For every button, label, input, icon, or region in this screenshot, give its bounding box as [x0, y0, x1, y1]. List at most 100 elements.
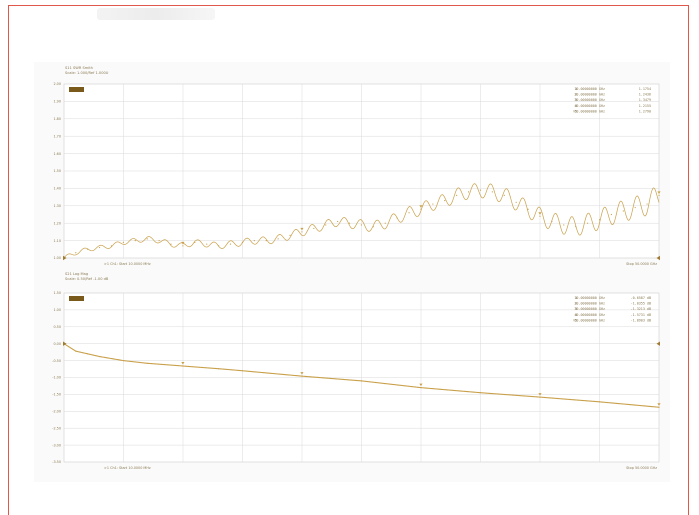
trace-scale: Scale: 1.000/Ref 1.000U: [65, 71, 109, 75]
data-point: [218, 245, 220, 247]
marker-frequency: 40.00000000 GHz: [574, 313, 605, 317]
marker-flag[interactable]: [300, 372, 304, 375]
marker-id: 4: [575, 313, 577, 317]
data-point: [348, 222, 351, 224]
data-point: [122, 241, 124, 243]
data-point: [146, 362, 148, 364]
marker-flag[interactable]: [538, 393, 542, 396]
data-point: [265, 240, 267, 242]
data-point: [337, 220, 339, 223]
marker-id: 3: [575, 307, 577, 311]
data-point: [289, 234, 291, 236]
data-point: [432, 203, 434, 205]
data-point: [98, 355, 101, 358]
start-frequency-label: >1 Ch1: Start 10.0000 MHz: [104, 466, 151, 470]
data-point: [598, 219, 601, 221]
marker-flag[interactable]: [657, 403, 661, 406]
data-point: [122, 360, 124, 362]
panel-1: 2.00 1.90 1.80 1.70 1.60 1.50 1.40 1.30 1.20 1.10…: [53, 66, 661, 266]
data-point: [158, 240, 160, 242]
data-point: [277, 238, 279, 240]
marker-value: 1.2790: [639, 109, 651, 113]
header-smudge: [97, 8, 215, 20]
data-point: [658, 406, 660, 408]
data-point: [325, 224, 327, 226]
data-point: [515, 201, 517, 203]
y-tick-label: 1.00: [53, 256, 61, 260]
marker-frequency: 20.00000000 GHz: [574, 93, 605, 97]
marker-id: 2: [575, 93, 577, 97]
y-tick-label: -1.50: [52, 393, 61, 397]
data-point: [134, 240, 136, 242]
data-point: [539, 215, 541, 217]
data-point: [658, 194, 660, 196]
y-tick-label: 1.80: [53, 117, 61, 121]
marker-frequency: 30.00000000 GHz: [574, 307, 605, 311]
y-tick-label: -2.50: [52, 426, 61, 430]
data-point: [408, 212, 410, 214]
data-point: [622, 210, 624, 212]
data-point: [503, 194, 505, 196]
data-point: [384, 222, 386, 224]
reference-arrow-left: [63, 255, 67, 261]
data-point: [467, 191, 470, 193]
marker-flag[interactable]: [181, 362, 185, 365]
reference-arrow-right: [656, 341, 660, 346]
y-tick-label: 1.90: [53, 100, 61, 104]
data-point: [479, 392, 482, 394]
active-trace-badge[interactable]: [69, 87, 84, 92]
marker-flag[interactable]: [538, 212, 542, 215]
data-point: [444, 199, 446, 202]
data-point: [586, 222, 589, 224]
data-point: [396, 217, 398, 219]
data-point: [360, 224, 363, 226]
marker-value: 1.2155: [639, 104, 651, 108]
y-tick-label: -3.50: [52, 460, 61, 464]
marker-flag[interactable]: [419, 205, 423, 208]
marker-flag[interactable]: [300, 227, 304, 231]
marker-flag[interactable]: [657, 191, 661, 194]
data-point: [170, 243, 172, 245]
marker-value: -1.0355 dB: [631, 302, 651, 306]
marker-frequency: 10.00000000 GHz: [574, 87, 605, 91]
marker-value: 1.1754: [639, 87, 651, 91]
data-point: [539, 396, 541, 398]
data-point: [646, 203, 648, 205]
active-trace-badge[interactable]: [69, 296, 84, 301]
data-point: [241, 241, 244, 243]
data-point: [301, 231, 303, 233]
marker-frequency: 50.00000000 GHz: [574, 318, 605, 322]
data-point: [372, 226, 374, 228]
data-point: [491, 191, 493, 193]
data-point: [87, 248, 89, 250]
data-point: [182, 245, 184, 247]
data-point: [527, 208, 529, 210]
marker-id: 1: [575, 87, 577, 91]
start-frequency-label: >1 Ch1: Start 10.0000 MHz: [104, 262, 151, 266]
data-point: [75, 350, 77, 352]
marker-id: 4: [575, 104, 577, 108]
stop-frequency-label: Stop 50.0000 GHz: [626, 466, 657, 470]
marker-flag[interactable]: [181, 241, 185, 245]
y-tick-label: 0.00: [53, 342, 61, 346]
marker-id: 2: [575, 302, 577, 306]
trace-title: S11 SWR Smith: [65, 66, 93, 70]
vna-screen: 2.00 1.90 1.80 1.70 1.60 1.50 1.40 1.30 1.20 1.10…: [34, 62, 670, 482]
data-point: [98, 246, 101, 249]
data-point: [313, 227, 315, 230]
marker-value: 1.2436: [639, 93, 651, 97]
marker-id: >5: [573, 109, 577, 113]
marker-id: >5: [573, 318, 577, 322]
data-point: [551, 220, 553, 223]
panel-2: 1.50 1.00 0.50 0.00 -0.50 -1.00 -1.50 -2.00 -2.5…: [52, 272, 661, 470]
marker-flag[interactable]: [419, 383, 423, 387]
data-point: [479, 189, 482, 191]
y-tick-label: 2.00: [53, 82, 61, 86]
data-point: [218, 368, 220, 370]
marker-frequency: 40.00000000 GHz: [574, 104, 605, 108]
marker-value: -1.5731 dB: [631, 313, 651, 317]
y-tick-label: 1.10: [53, 239, 61, 243]
data-point: [253, 240, 255, 242]
marker-frequency: 10.00000000 GHz: [574, 296, 605, 300]
stop-frequency-label: Stop 50.0000 GHz: [626, 262, 657, 266]
